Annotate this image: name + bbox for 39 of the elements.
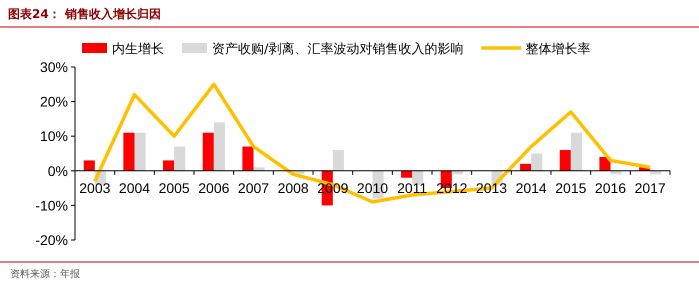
bar (650, 170, 662, 174)
bar (520, 164, 532, 171)
y-tick-label: 10% (40, 128, 68, 144)
y-tick-label: 20% (40, 94, 68, 110)
x-tick-label: 2017 (634, 180, 666, 196)
legend-label: 整体增长率 (525, 41, 590, 57)
x-tick-label: 2010 (356, 180, 388, 196)
y-tick-label: -10% (35, 197, 68, 214)
x-tick-label: 2003 (79, 180, 111, 196)
y-tick-label: -20% (35, 232, 68, 248)
y-tick-label: 30% (40, 59, 68, 75)
bar (84, 160, 95, 171)
x-tick-label: 2009 (317, 180, 349, 196)
chart-title: 图表24： 销售收入增长归因 (8, 7, 161, 21)
x-tick-label: 2015 (555, 180, 587, 196)
bar (174, 146, 186, 171)
bar (123, 132, 134, 171)
bar (214, 122, 225, 171)
x-tick-label: 2006 (198, 180, 230, 196)
x-tick-label: 2011 (397, 180, 428, 196)
x-tick-label: 2007 (238, 180, 270, 196)
bar (570, 132, 582, 171)
x-tick-label: 2005 (158, 180, 190, 196)
x-tick-label: 2016 (594, 180, 626, 196)
x-tick-label: 2004 (118, 180, 150, 196)
bar (412, 170, 424, 185)
x-tick-label: 2008 (278, 180, 309, 196)
bar (531, 154, 542, 171)
bar (332, 150, 344, 171)
legend-label: 资产收购/剥离、汇率波动对销售收入的影响 (212, 41, 464, 57)
bar (560, 150, 571, 171)
bar (134, 132, 146, 171)
bar (242, 146, 254, 171)
text: 资料来源：年报 (10, 268, 80, 280)
legend-label: 内生增长 (112, 42, 164, 57)
y-tick-label: 0% (48, 162, 68, 179)
x-tick-label: 2014 (516, 180, 547, 196)
bar (163, 160, 174, 171)
bar (202, 132, 214, 171)
